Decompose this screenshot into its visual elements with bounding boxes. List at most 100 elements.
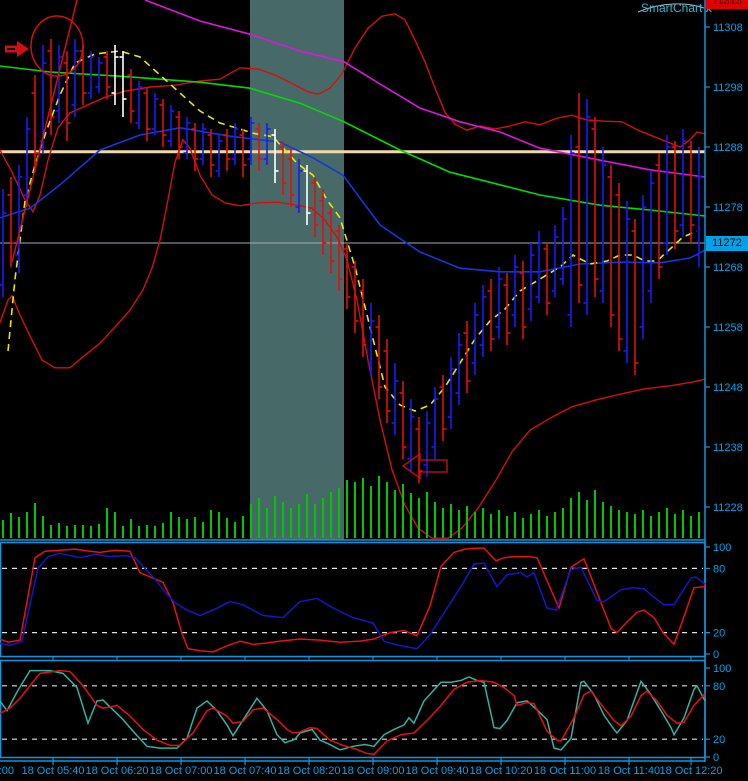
ohlc-bar <box>7 177 15 267</box>
ohlc-bar <box>495 267 503 339</box>
ohlc-bar <box>383 339 391 423</box>
green-ma-line <box>0 65 706 217</box>
arrow-right-icon <box>5 41 29 57</box>
ohlc-bar <box>527 243 535 321</box>
ohlc-bar <box>591 117 599 297</box>
ohlc-bar <box>207 129 215 177</box>
lower-oscillator-panel <box>0 669 706 756</box>
panel-frames <box>0 0 706 762</box>
arrow-left-icon <box>401 452 448 480</box>
time-axis-label: 18 Oct 07:00 <box>150 765 213 777</box>
oscillator-scale-label: 80 <box>713 563 725 575</box>
ohlc-bar <box>639 195 647 339</box>
price-axis-label: 11278 <box>713 202 743 214</box>
ohlc-bar <box>407 399 415 471</box>
ohlc-bar <box>455 333 463 405</box>
ohlc-bar <box>463 321 471 393</box>
ohlc-bar <box>111 45 119 105</box>
price-axis-label: 11298 <box>713 82 743 94</box>
time-axis-label-partial: :00 <box>0 765 14 777</box>
ohlc-bar <box>159 99 167 147</box>
ohlc-bar <box>351 261 359 333</box>
ohlc-bar <box>327 207 335 273</box>
ohlc-bar <box>399 381 407 459</box>
overlay-lines <box>0 0 706 539</box>
ohlc-bar <box>135 81 143 129</box>
ohlc-bar <box>31 75 39 171</box>
ohlc-bar <box>143 87 151 141</box>
volume-bars <box>2 476 700 538</box>
ohlc-bar <box>151 93 159 135</box>
annotations <box>5 0 448 480</box>
ohlc-bar <box>287 147 295 207</box>
price-axis-label: 11258 <box>713 322 743 334</box>
upper-oscillator-panel <box>0 547 706 653</box>
ohlc-bar <box>439 375 447 441</box>
ohlc-bar <box>583 99 591 315</box>
ohlc-bar <box>359 279 367 357</box>
ohlc-bar <box>567 135 575 327</box>
trend-line <box>11 0 78 263</box>
ohlc-bar <box>239 129 247 177</box>
magenta-ma-line <box>144 0 706 178</box>
ohlc-bar <box>423 411 431 477</box>
session-highlight-band <box>250 0 344 540</box>
ohlc-bar <box>631 219 639 375</box>
ohlc-bar <box>263 123 271 165</box>
ohlc-bar <box>279 141 287 195</box>
time-axis-label: 18 Oct 12:20 <box>660 765 723 777</box>
time-axis-label: 18 Oct 09:00 <box>342 765 405 777</box>
oscillator-scale-label: 100 <box>713 542 731 554</box>
upper-oscillator-scale: 100 80 20 0 <box>705 542 731 661</box>
ohlc-bar <box>519 261 527 339</box>
oscillator-red-line <box>0 669 706 756</box>
lower-bollinger-band <box>0 138 706 539</box>
ohlc-bar <box>167 105 175 147</box>
time-axis-label: 18 Oct 08:20 <box>278 765 341 777</box>
ohlc-bar <box>119 51 127 117</box>
high-price-tag: 11313 <box>706 0 748 9</box>
ohlc-bar <box>687 141 695 243</box>
ohlc-bar <box>255 123 263 171</box>
ohlc-bar <box>47 39 55 135</box>
oscillator-blue-line <box>0 552 706 650</box>
horizontal-price-lines <box>0 150 705 244</box>
ohlc-bar <box>127 69 135 123</box>
ohlc-bar <box>543 243 551 315</box>
ohlc-bar <box>79 45 87 105</box>
price-axis-label: 11268 <box>713 262 743 274</box>
ohlc-bar <box>343 243 351 309</box>
ohlc-bar <box>599 147 607 303</box>
chart-title: SmartChartx <box>641 1 712 15</box>
ohlc-bar <box>87 51 95 99</box>
time-axis-label: 18 Oct 11:00 <box>534 765 596 777</box>
upper-bollinger-band <box>0 13 706 214</box>
ohlc-bar <box>415 417 423 483</box>
ohlc-bar <box>335 225 343 291</box>
ohlc-bar <box>375 315 383 399</box>
ohlc-bar <box>391 363 399 435</box>
ohlc-bar <box>511 255 519 327</box>
time-axis-label: 18 Oct 10:20 <box>470 765 533 777</box>
oscillator-scale-label: 0 <box>713 752 719 764</box>
ohlc-bars <box>0 39 703 483</box>
yellow-dashed-ma-line <box>7 50 698 412</box>
ohlc-bar <box>183 117 191 159</box>
time-axis-label: 18 Oct 05:40 <box>22 765 85 777</box>
ohlc-bar <box>479 285 487 357</box>
ohlc-bar <box>191 123 199 171</box>
price-axis-label: 11248 <box>713 382 743 394</box>
ohlc-bar <box>103 51 111 99</box>
ohlc-bar <box>623 201 631 363</box>
ohlc-bar <box>615 183 623 351</box>
ohlc-bar <box>231 123 239 165</box>
ohlc-bar <box>15 165 23 273</box>
price-axis-label: 11228 <box>713 502 743 514</box>
ohlc-bar <box>367 303 375 375</box>
ohlc-bar <box>471 303 479 375</box>
ohlc-bar <box>679 129 687 237</box>
price-axis-label: 11308 <box>713 22 743 34</box>
ohlc-bar <box>647 171 655 303</box>
ohlc-bar <box>551 225 559 297</box>
